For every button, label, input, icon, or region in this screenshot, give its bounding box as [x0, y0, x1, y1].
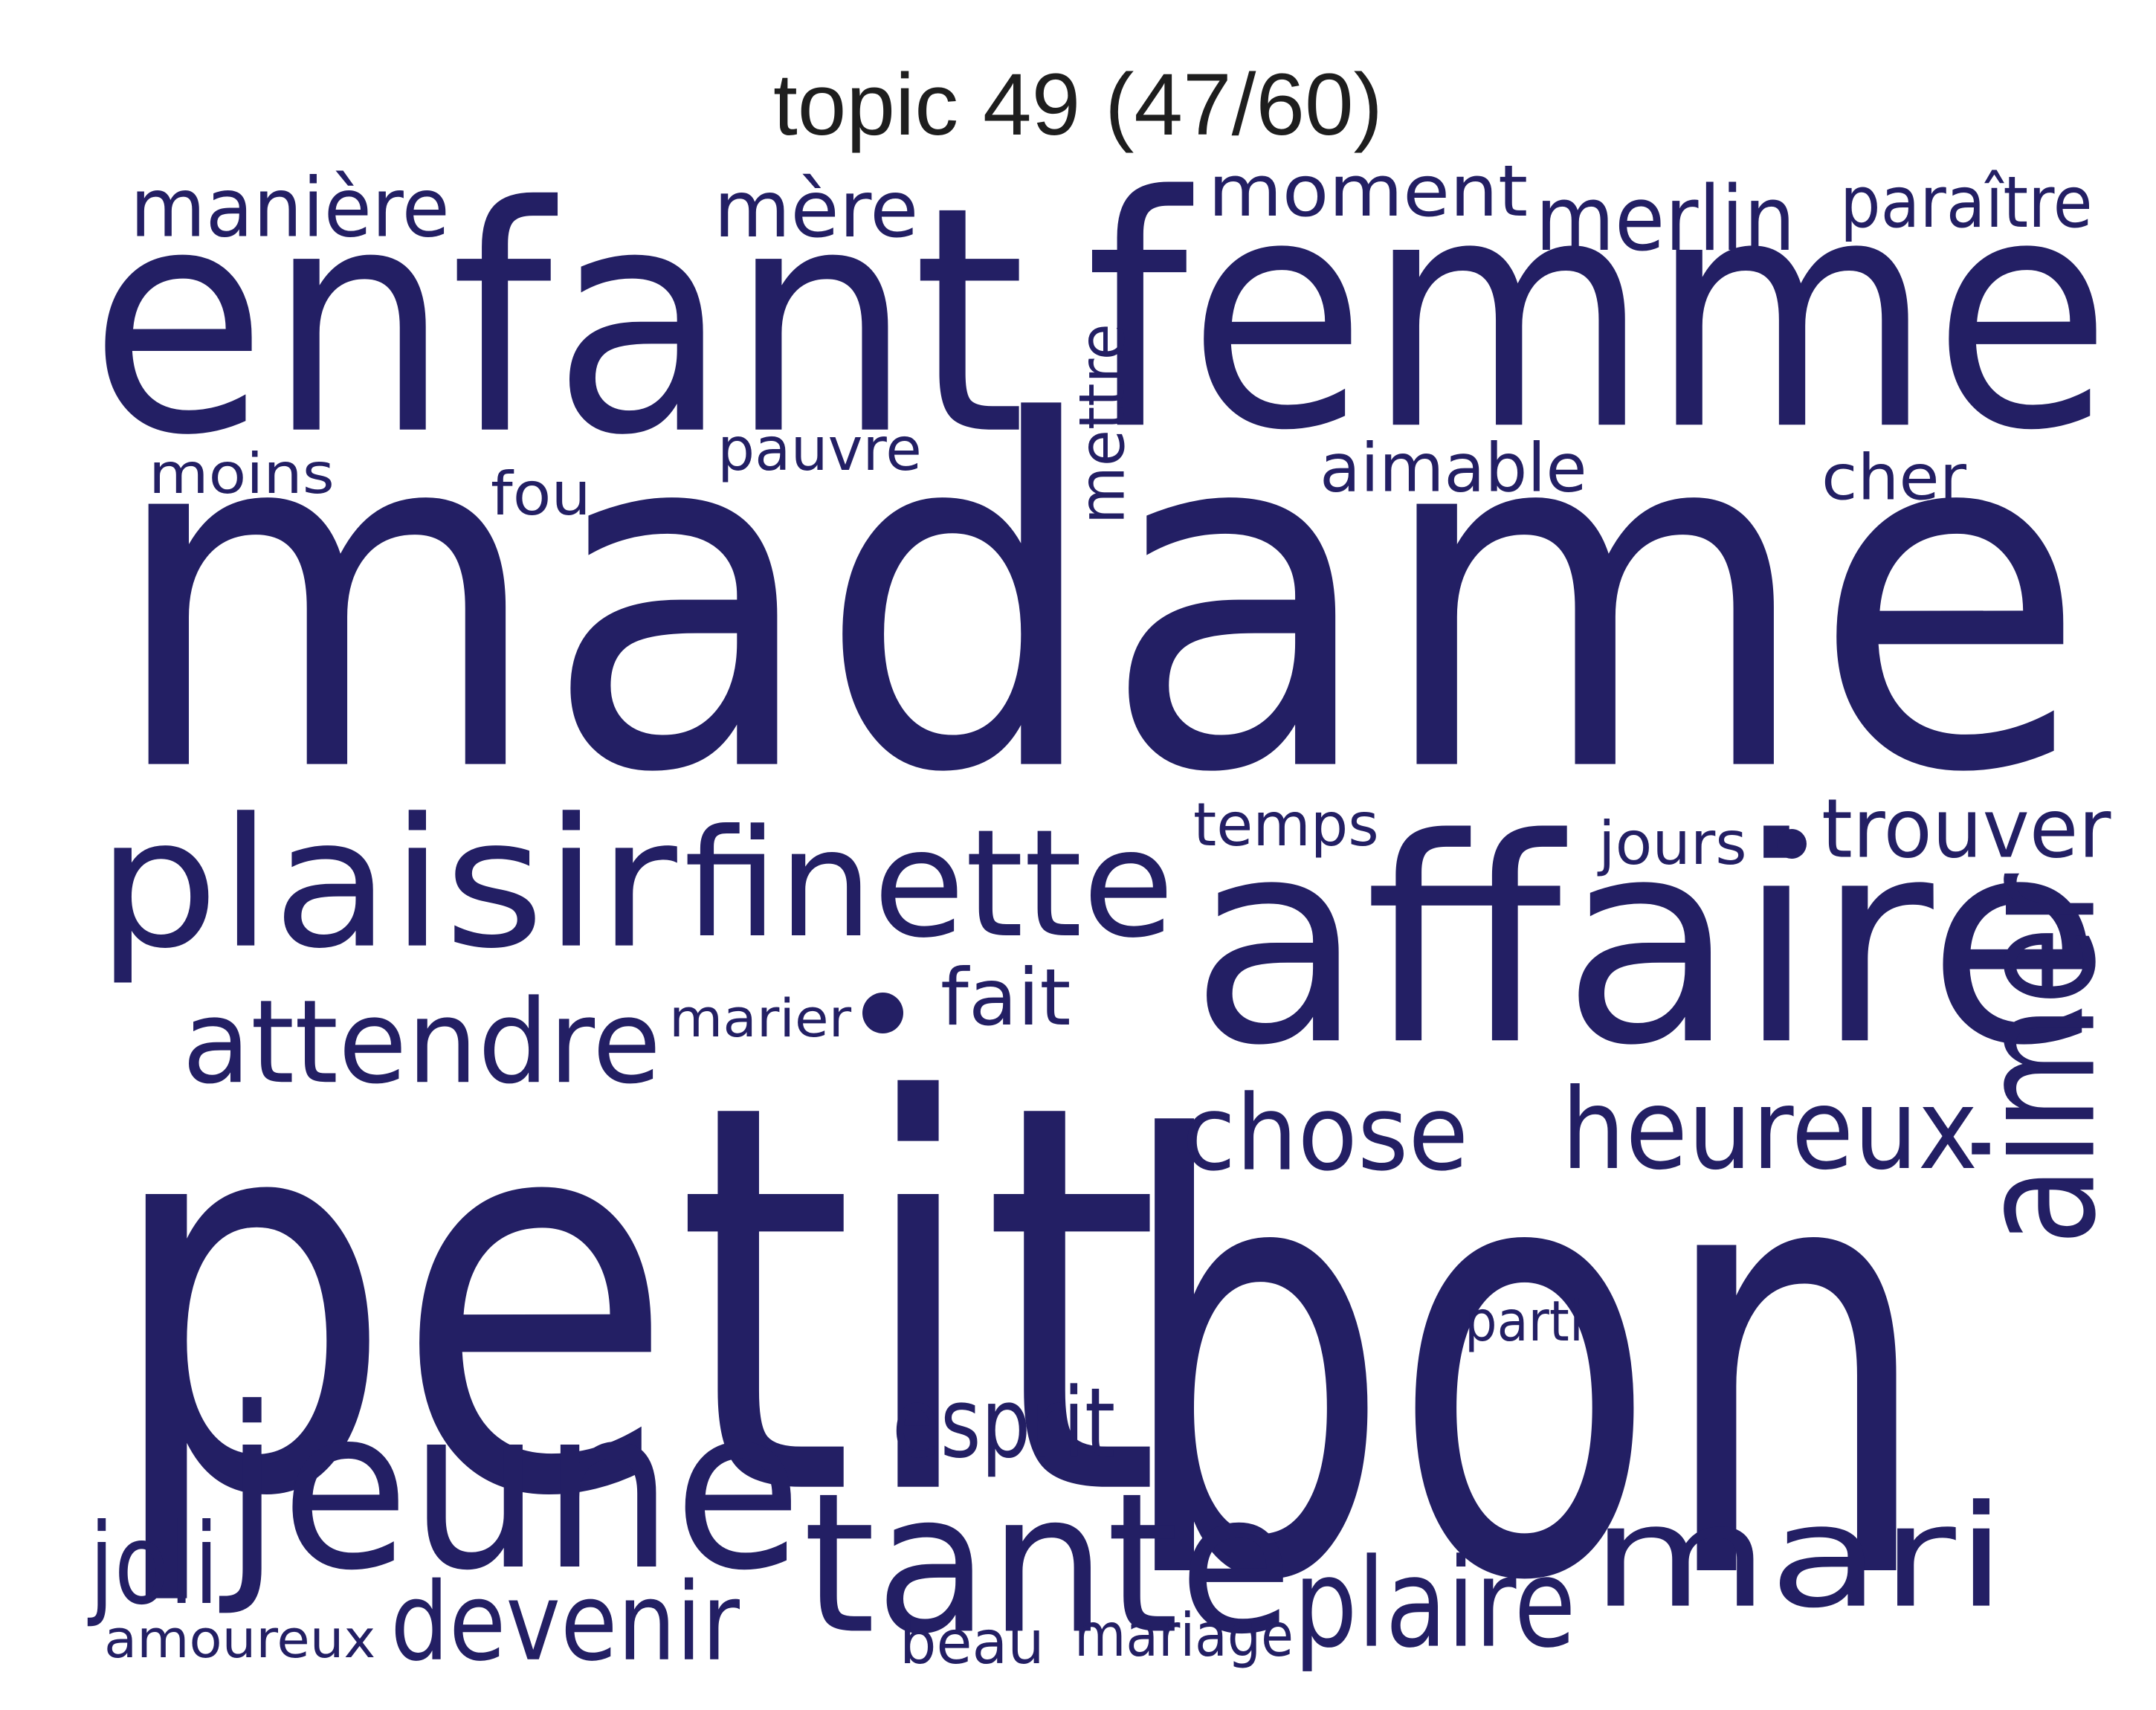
word-mere: mère: [714, 164, 919, 256]
word-maniere: manière: [130, 160, 450, 256]
word-affaire: affaire: [1190, 777, 2103, 1109]
cloud-title: topic 49 (47/60): [773, 56, 1383, 154]
word-marier: marier: [669, 987, 852, 1049]
word-plaisir: plaisir: [97, 779, 677, 989]
word-moment: moment: [1208, 149, 1529, 233]
word-mariage: mariage: [1074, 1600, 1294, 1671]
word-jours: jours: [1598, 808, 1747, 879]
word-beau: beau: [900, 1607, 1045, 1678]
word-esprit: esprit: [892, 1367, 1116, 1480]
word-cher: cher: [1821, 440, 1966, 514]
word-merlin: merlin: [1535, 167, 1795, 271]
word-femme: femme: [1085, 127, 2112, 502]
dot-marker: [862, 993, 903, 1033]
word-chose: chose: [1182, 1072, 1469, 1195]
word-moins: moins: [149, 441, 335, 506]
word-joli: joli: [89, 1499, 219, 1630]
word-tante: tante: [803, 1451, 1294, 1677]
word-mari: mari: [1591, 1474, 2007, 1640]
word-aimable: aimable: [1320, 428, 1587, 508]
word-finette: finette: [684, 797, 1175, 971]
word-devenir: devenir: [390, 1558, 740, 1685]
word-madame: madame: [108, 321, 2088, 879]
word-bon: bon: [1115, 1017, 1934, 1710]
dot-marker: [1777, 829, 1807, 859]
word-temps: temps: [1193, 790, 1379, 860]
word-trouver: trouver: [1821, 781, 2111, 877]
word-mettre: mettre: [1065, 323, 1139, 524]
word-fou: fou: [491, 459, 591, 529]
word-jeune: jeune: [223, 1359, 802, 1620]
word-attendre: attendre: [182, 975, 662, 1110]
word-pauvre: pauvre: [717, 414, 922, 485]
word-heureux: heureux: [1561, 1064, 1978, 1195]
word-fait: fait: [940, 952, 1071, 1044]
word-aimer: aimer: [1944, 873, 2132, 1245]
word-petit: petit: [104, 989, 1161, 1616]
word-plaire: plaire: [1294, 1532, 1576, 1676]
word-paraitre: paraître: [1840, 161, 2093, 244]
word-amoureux: amoureux: [104, 1608, 376, 1670]
word-parti: parti: [1465, 1288, 1584, 1354]
word-enfant: enfant: [89, 139, 1026, 505]
